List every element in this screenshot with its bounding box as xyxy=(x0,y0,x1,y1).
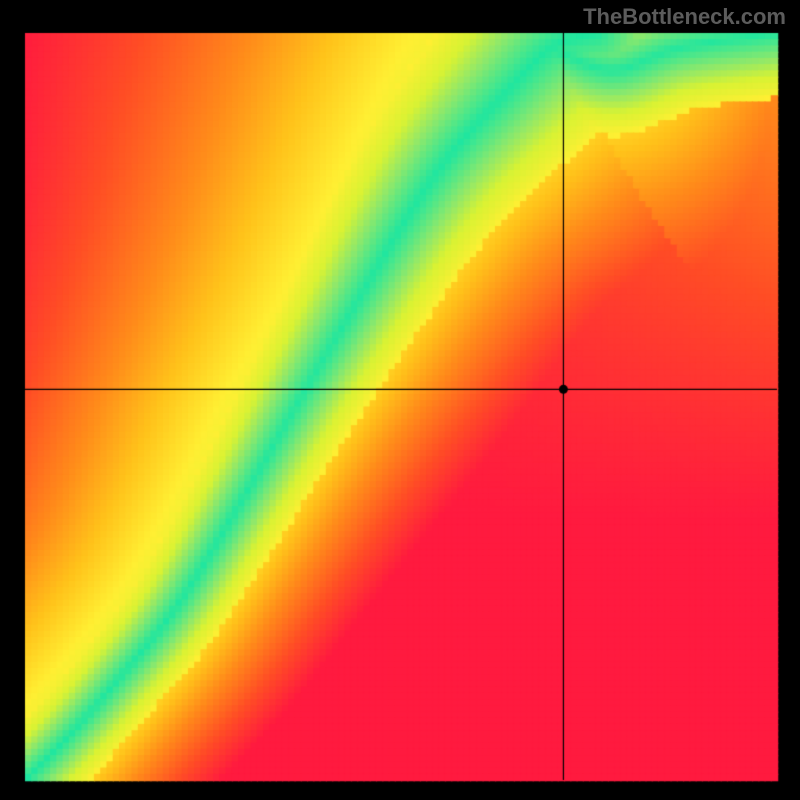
chart-container: { "watermark": { "text": "TheBottleneck.… xyxy=(0,0,800,800)
heatmap-plot xyxy=(0,0,800,800)
watermark-text: TheBottleneck.com xyxy=(583,4,786,30)
